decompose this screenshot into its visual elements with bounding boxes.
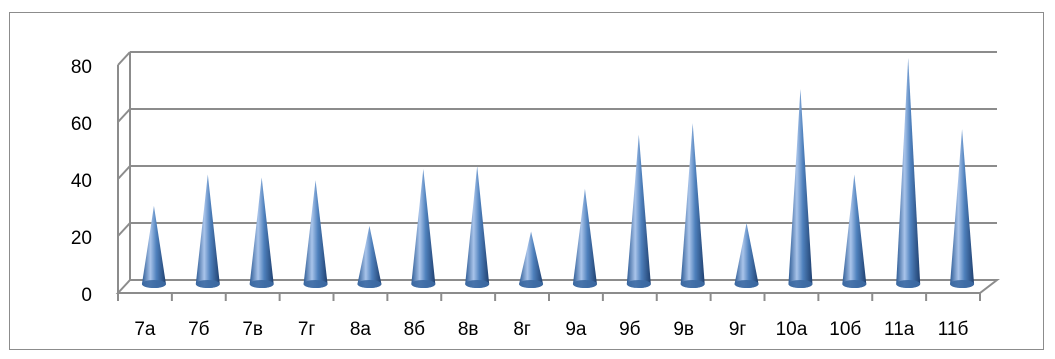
cone-base bbox=[303, 280, 328, 288]
cone-10а bbox=[788, 89, 813, 288]
cone-body bbox=[303, 180, 328, 288]
cone-body bbox=[357, 225, 382, 288]
cone-body bbox=[734, 223, 759, 288]
cone-body bbox=[788, 89, 813, 288]
cone-base bbox=[411, 280, 436, 288]
cone-body bbox=[842, 174, 867, 288]
x-tick-label: 9б bbox=[619, 319, 641, 340]
cone-series bbox=[141, 57, 975, 289]
cone-base bbox=[141, 280, 166, 288]
gridline bbox=[117, 51, 131, 66]
cone-9а bbox=[572, 188, 597, 288]
cone-base bbox=[572, 280, 597, 288]
cone-base bbox=[195, 280, 220, 288]
cone-base bbox=[950, 280, 975, 288]
cone-body bbox=[626, 134, 651, 288]
cone-base bbox=[788, 280, 813, 288]
y-tick-label: 0 bbox=[81, 285, 92, 306]
cone-base bbox=[734, 280, 759, 288]
x-tick-label: 8в bbox=[458, 319, 479, 340]
cone-body bbox=[195, 174, 220, 288]
cone-11б bbox=[950, 128, 975, 288]
cone-9г bbox=[734, 223, 759, 288]
gridline bbox=[117, 108, 131, 123]
x-tick-label: 10а bbox=[776, 319, 808, 340]
y-tick-label: 40 bbox=[71, 171, 92, 192]
x-tick-label: 9г bbox=[729, 319, 747, 340]
x-tick-label: 10б bbox=[829, 319, 861, 340]
cone-base bbox=[357, 280, 382, 288]
cone-body bbox=[411, 168, 436, 288]
x-tick-label: 7б bbox=[188, 319, 210, 340]
cone-8г bbox=[519, 231, 544, 288]
cone-body bbox=[465, 166, 490, 288]
cone-base bbox=[896, 280, 921, 288]
cone-7а bbox=[141, 205, 166, 288]
cone-base bbox=[680, 280, 705, 288]
cone-body bbox=[572, 188, 597, 288]
floor bbox=[115, 279, 1000, 294]
cone-7б bbox=[195, 174, 220, 288]
cone-7в bbox=[249, 177, 274, 288]
x-tick-label: 7в bbox=[242, 319, 263, 340]
y-tick-label: 20 bbox=[71, 228, 92, 249]
cone-body bbox=[950, 128, 975, 288]
cone-8в bbox=[465, 166, 490, 288]
cone-body bbox=[141, 205, 166, 288]
gridline bbox=[117, 165, 131, 180]
x-axis: 7а 7б 7в 7г 8а 8б 8в 8г 9а 9б 9в 9г 10а 10б 11а 11б bbox=[134, 319, 968, 340]
gridlines bbox=[115, 51, 1000, 301]
cone-body bbox=[519, 231, 544, 288]
gridline bbox=[117, 222, 131, 237]
cone-base bbox=[249, 280, 274, 288]
x-tick-label: 11а bbox=[884, 319, 915, 340]
cone-base bbox=[842, 280, 867, 288]
y-axis: 0 20 40 60 80 bbox=[71, 57, 92, 306]
x-tick-label: 11б bbox=[938, 319, 969, 340]
cone-body bbox=[249, 177, 274, 288]
cone-8а bbox=[357, 225, 382, 288]
x-tick-label: 9а bbox=[565, 319, 587, 340]
y-tick-label: 60 bbox=[71, 114, 92, 135]
x-tick-label: 8г bbox=[513, 319, 531, 340]
cone-10б bbox=[842, 174, 867, 288]
cone-body bbox=[896, 57, 921, 289]
x-tick-label: 8б bbox=[404, 319, 426, 340]
cone-body bbox=[680, 123, 705, 288]
cone-base bbox=[465, 280, 490, 288]
cone-7г bbox=[303, 180, 328, 288]
cone-base bbox=[519, 280, 544, 288]
cone-11а bbox=[896, 57, 921, 289]
cone-base bbox=[626, 280, 651, 288]
x-tick-label: 7а bbox=[134, 319, 156, 340]
x-tick-label: 9в bbox=[673, 319, 694, 340]
cone-9в bbox=[680, 123, 705, 288]
y-tick-label: 80 bbox=[71, 57, 92, 78]
cone-9б bbox=[626, 134, 651, 288]
x-tick-label: 8а bbox=[350, 319, 372, 340]
cone-8б bbox=[411, 168, 436, 288]
x-tick-label: 7г bbox=[298, 319, 316, 340]
